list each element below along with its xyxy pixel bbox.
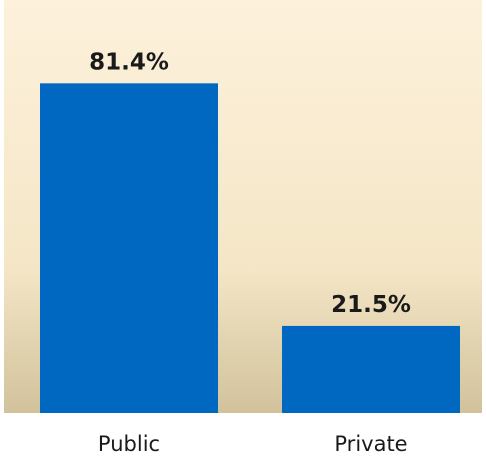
x-tick-label-public: Public [98,432,160,456]
data-label-private: 21.5% [331,292,411,318]
x-tick-label-private: Private [334,432,407,456]
x-tick-labels-group: Public Private [98,432,408,456]
bar-private [282,325,460,413]
data-labels-group: 81.4% 21.5% [89,49,411,318]
data-label-public: 81.4% [89,49,169,75]
bars-group [40,83,460,413]
bar-public [40,83,218,413]
